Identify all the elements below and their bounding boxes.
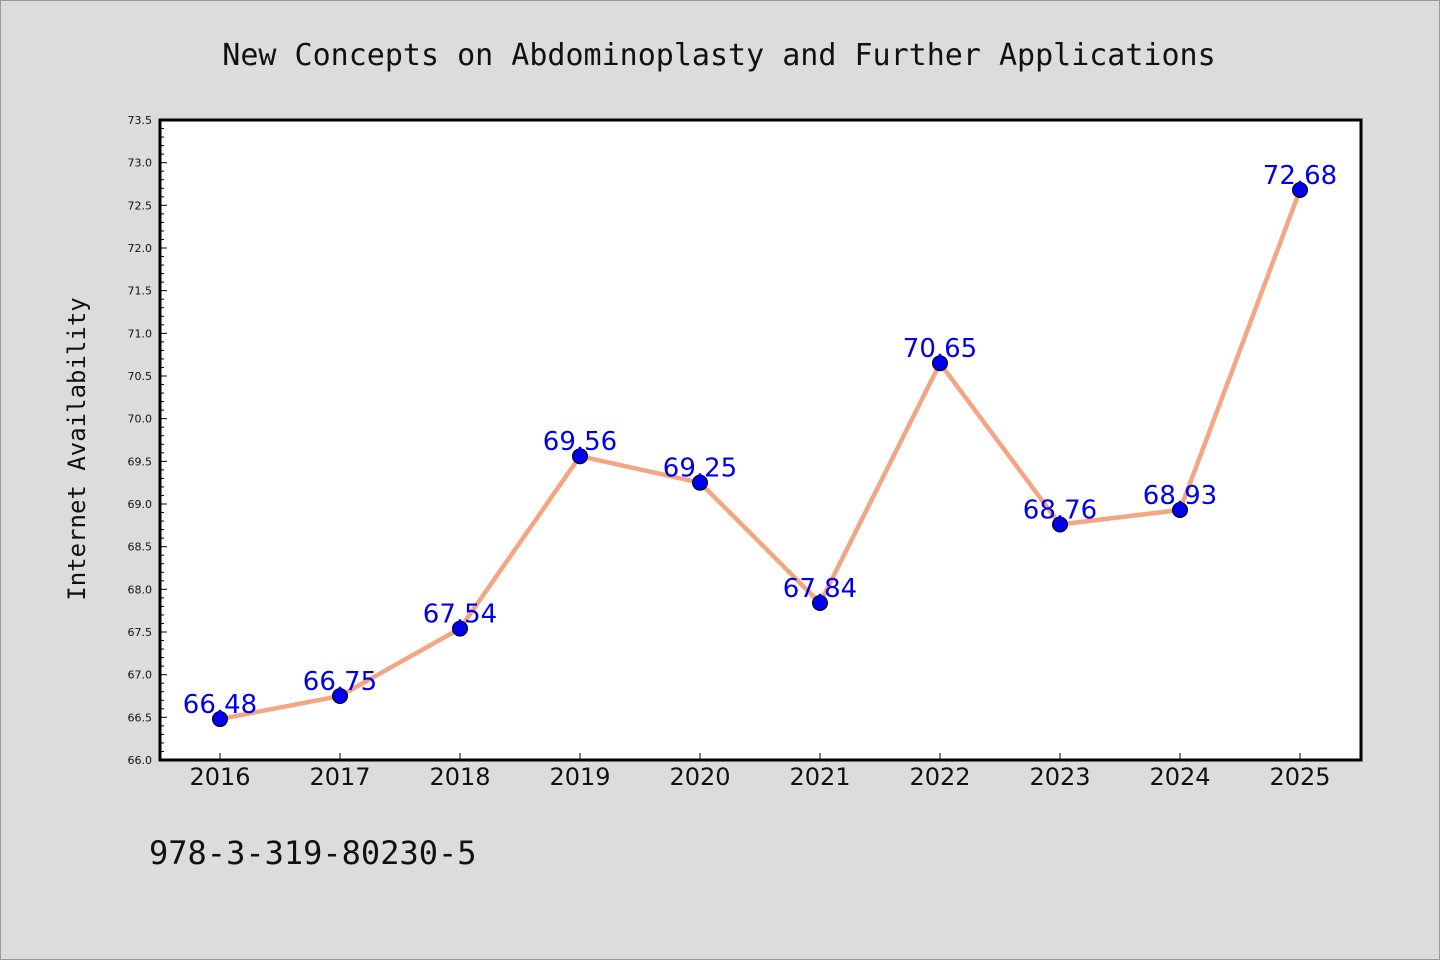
data-label: 67.84: [783, 574, 857, 604]
data-label: 66.75: [303, 667, 377, 697]
x-tick-label: 2020: [669, 763, 730, 791]
data-label: 72.68: [1263, 161, 1337, 191]
data-label: 68.93: [1143, 481, 1217, 511]
data-label: 66.48: [183, 690, 257, 720]
data-point: [932, 355, 948, 372]
x-tick-label: 2022: [909, 763, 970, 791]
y-tick-label: 70.5: [128, 370, 153, 383]
series-line-group: [217, 187, 1303, 722]
x-axis-ticks: 2016 2017 2018 2019 2020 2021 2022 2023 2024 2025: [189, 753, 1331, 791]
chart-title: New Concepts on Abdominoplasty and Furth…: [222, 38, 1215, 73]
y-tick-label: 68.5: [128, 541, 153, 554]
y-tick-label: 67.0: [128, 669, 153, 682]
data-point: [812, 594, 828, 611]
y-tick-label: 73.5: [128, 114, 153, 127]
x-tick-label: 2017: [309, 763, 370, 791]
data-label: 69.56: [543, 427, 617, 457]
y-tick-label: 72.0: [128, 242, 153, 255]
isbn-footer: 978-3-319-80230-5: [149, 834, 477, 872]
data-point: [572, 448, 588, 465]
y-axis-label: Internet Availability: [63, 297, 91, 600]
data-point: [332, 688, 348, 704]
data-point: [212, 711, 228, 728]
plot-area: [158, 118, 1363, 762]
y-tick-label: 68.0: [128, 583, 153, 596]
data-label: 70.65: [903, 334, 977, 364]
x-tick-label: 2024: [1149, 763, 1210, 791]
y-tick-label: 66.0: [128, 754, 153, 767]
y-tick-label: 70.0: [128, 413, 153, 426]
series-line: [217, 187, 1303, 722]
y-tick-label: 69.5: [128, 455, 153, 468]
x-tick-label: 2018: [429, 763, 490, 791]
y-tick-label: 72.5: [128, 199, 153, 212]
x-tick-label: 2019: [549, 763, 610, 791]
data-point: [1292, 181, 1308, 198]
x-tick-label: 2025: [1269, 763, 1330, 791]
y-tick-label: 71.5: [128, 285, 153, 298]
data-labels: 66.48 66.75 67.54 69.56 69.25 67.84 70.65 68.76…: [183, 161, 1337, 720]
x-tick-label: 2023: [1029, 763, 1090, 791]
y-tick-label: 73.0: [128, 157, 153, 170]
data-label: 68.76: [1023, 495, 1097, 525]
data-point: [452, 620, 468, 637]
data-markers: [212, 181, 1308, 728]
data-point: [1172, 501, 1188, 518]
y-tick-label: 71.0: [128, 327, 153, 340]
data-point: [1052, 516, 1068, 533]
data-label: 69.25: [663, 454, 737, 484]
y-axis-ticks: 66.0 66.5 67.0 67.5 68.0 68.5 69.0 69.5 70.0 70.5…: [128, 114, 167, 767]
x-tick-label: 2016: [189, 763, 250, 791]
x-tick-label: 2021: [789, 763, 850, 791]
data-point: [692, 474, 708, 491]
y-tick-label: 67.5: [128, 626, 153, 639]
y-tick-label: 69.0: [128, 498, 153, 511]
y-tick-label: 66.5: [128, 711, 153, 724]
data-label: 67.54: [423, 600, 497, 630]
